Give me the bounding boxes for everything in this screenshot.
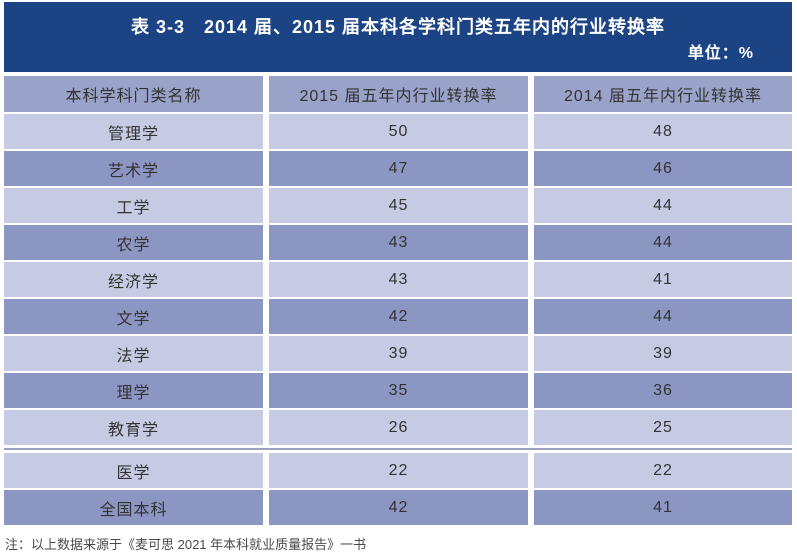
table-row: 理学 35 36 (4, 373, 792, 408)
cell-discipline: 工学 (4, 188, 263, 223)
table-row: 农学 43 44 (4, 225, 792, 260)
cell-rate-2014: 44 (534, 225, 792, 260)
cell-rate-2015: 45 (269, 188, 528, 223)
table-row: 医学 22 22 (4, 453, 792, 488)
cell-rate-2014: 41 (534, 262, 792, 297)
table-row: 艺术学 47 46 (4, 151, 792, 186)
column-header-2015-rate: 2015 届五年内行业转换率 (269, 76, 528, 112)
cell-rate-2014: 22 (534, 453, 792, 488)
cell-rate-2015: 35 (269, 373, 528, 408)
table-title-band: 表 3-3 2014 届、2015 届本科各学科门类五年内的行业转换率 单位：% (4, 2, 792, 72)
data-table: 本科学科门类名称 2015 届五年内行业转换率 2014 届五年内行业转换率 管… (4, 76, 792, 525)
table-row: 法学 39 39 (4, 336, 792, 371)
table-row: 教育学 26 25 (4, 410, 792, 445)
cell-discipline: 农学 (4, 225, 263, 260)
cell-rate-2015: 42 (269, 299, 528, 334)
cell-discipline: 教育学 (4, 410, 263, 445)
cell-rate-2014: 48 (534, 114, 792, 149)
cell-rate-2014: 25 (534, 410, 792, 445)
column-header-discipline: 本科学科门类名称 (4, 76, 263, 112)
cell-rate-2015: 42 (269, 490, 528, 525)
cell-discipline: 经济学 (4, 262, 263, 297)
column-header-2014-rate: 2014 届五年内行业转换率 (534, 76, 792, 112)
cell-rate-2014: 46 (534, 151, 792, 186)
table-row: 文学 42 44 (4, 299, 792, 334)
unit-label: 单位：% (687, 45, 754, 62)
table-title: 表 3-3 2014 届、2015 届本科各学科门类五年内的行业转换率 (130, 17, 666, 37)
cell-discipline: 全国本科 (4, 490, 263, 525)
cell-rate-2014: 44 (534, 188, 792, 223)
cell-rate-2014: 36 (534, 373, 792, 408)
table-header-row: 本科学科门类名称 2015 届五年内行业转换率 2014 届五年内行业转换率 (4, 76, 792, 112)
cell-discipline: 理学 (4, 373, 263, 408)
table-row: 管理学 50 48 (4, 114, 792, 149)
source-note: 注：以上数据来源于《麦可思 2021 年本科就业质量报告》一书 (5, 537, 367, 552)
cell-rate-2015: 26 (269, 410, 528, 445)
cell-discipline: 医学 (4, 453, 263, 488)
cell-rate-2015: 50 (269, 114, 528, 149)
cell-rate-2015: 43 (269, 262, 528, 297)
cell-rate-2014: 39 (534, 336, 792, 371)
cell-rate-2015: 43 (269, 225, 528, 260)
cell-rate-2015: 47 (269, 151, 528, 186)
cell-discipline: 艺术学 (4, 151, 263, 186)
table-row: 全国本科 42 41 (4, 490, 792, 525)
cell-discipline: 法学 (4, 336, 263, 371)
cell-discipline: 文学 (4, 299, 263, 334)
cell-rate-2014: 44 (534, 299, 792, 334)
cell-discipline: 管理学 (4, 114, 263, 149)
cell-rate-2015: 39 (269, 336, 528, 371)
table-row: 经济学 43 41 (4, 262, 792, 297)
table-row: 工学 45 44 (4, 188, 792, 223)
section-divider (4, 448, 792, 450)
cell-rate-2014: 41 (534, 490, 792, 525)
cell-rate-2015: 22 (269, 453, 528, 488)
